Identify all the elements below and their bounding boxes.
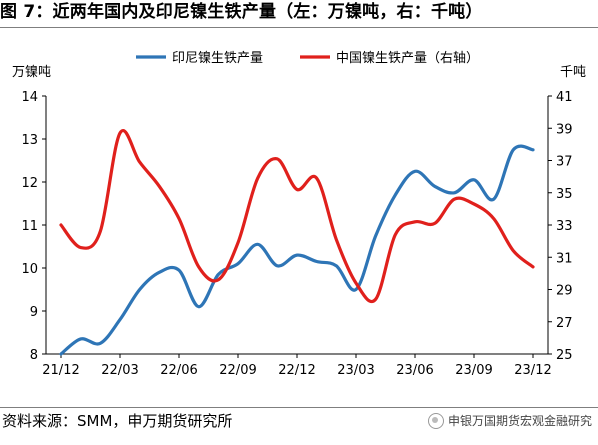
x-tick-label: 23/09: [455, 363, 492, 378]
title-divider: [0, 27, 598, 28]
wechat-icon: [427, 413, 444, 429]
left-tick-label: 11: [21, 219, 38, 234]
right-tick-label: 29: [556, 284, 573, 299]
chart: 印尼镍生铁产量 中国镍生铁产量（右轴） 万镍吨 千吨 8 9 10 11 12 13 14 25…: [12, 51, 586, 378]
x-tick-label: 22/12: [278, 363, 315, 378]
x-tick-label: 23/12: [514, 363, 551, 378]
plot-area: 8 9 10 11 12 13 14 25 27 29 31 33 35 37 39 41 21/12 22/03…: [21, 90, 572, 378]
legend-label: 中国镍生铁产量（右轴）: [336, 51, 479, 66]
right-tick-label: 41: [556, 90, 573, 105]
right-tick-label: 27: [556, 316, 573, 331]
right-tick-label: 35: [556, 187, 573, 202]
right-tick-label: 37: [556, 155, 573, 170]
left-tick-label: 13: [21, 133, 38, 148]
x-tick-label: 22/09: [219, 363, 256, 378]
legend-label: 印尼镍生铁产量: [172, 51, 263, 66]
left-tick-label: 8: [30, 348, 38, 363]
indonesia-npi-line: [59, 144, 535, 356]
x-tick-label: 22/03: [101, 363, 138, 378]
brand-text: 申银万国期货宏观金融研究: [447, 414, 592, 428]
source-note: 资料来源：SMM，申万期货研究所: [2, 412, 233, 430]
left-tick-label: 12: [21, 176, 38, 191]
x-tick-label: 23/06: [396, 363, 433, 378]
left-tick-label: 10: [21, 262, 38, 277]
right-axis-label: 千吨: [560, 65, 586, 80]
x-tick-label: 21/12: [42, 363, 79, 378]
source-divider: [0, 407, 598, 408]
figure-title: 图 7：近两年国内及印尼镍生铁产量（左：万镍吨，右：千吨）: [0, 2, 483, 22]
legend: 印尼镍生铁产量 中国镍生铁产量（右轴）: [136, 51, 479, 66]
left-axis-label: 万镍吨: [12, 65, 51, 80]
left-tick-label: 9: [30, 305, 38, 320]
china-npi-line: [59, 129, 535, 304]
brand-watermark: 申银万国期货宏观金融研究: [427, 412, 592, 430]
right-tick-label: 25: [556, 348, 573, 363]
right-tick-label: 31: [556, 251, 573, 266]
right-tick-label: 33: [556, 219, 573, 234]
right-tick-label: 39: [556, 122, 573, 137]
left-tick-label: 14: [21, 90, 38, 105]
x-tick-label: 22/06: [160, 363, 197, 378]
x-tick-label: 23/03: [337, 363, 374, 378]
